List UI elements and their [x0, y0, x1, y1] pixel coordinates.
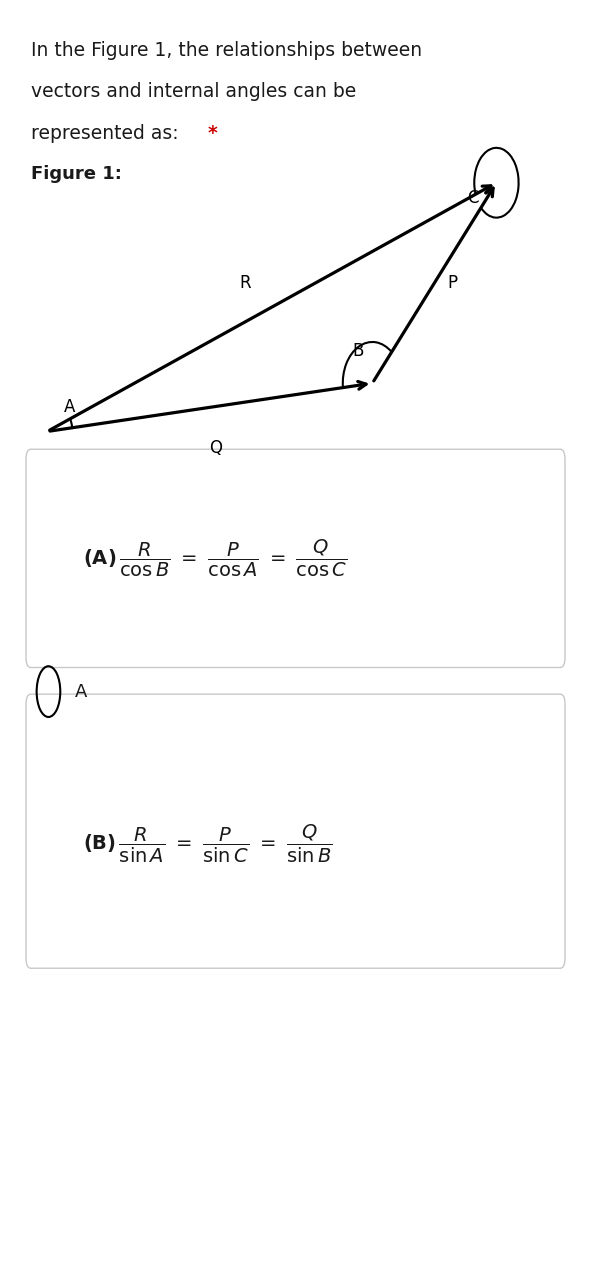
- Text: A: A: [75, 683, 87, 700]
- Text: A: A: [64, 398, 75, 416]
- Text: *: *: [208, 124, 217, 143]
- Text: $\mathbf{(A)}\,\dfrac{R}{\cos B}\ =\ \dfrac{P}{\cos A}\ =\ \dfrac{Q}{\cos C}$: $\mathbf{(A)}\,\dfrac{R}{\cos B}\ =\ \df…: [83, 538, 347, 579]
- Text: represented as:: represented as:: [31, 124, 184, 143]
- FancyBboxPatch shape: [26, 694, 565, 968]
- Text: $\mathbf{(B)}\,\dfrac{R}{\sin A}\ =\ \dfrac{P}{\sin C}\ =\ \dfrac{Q}{\sin B}$: $\mathbf{(B)}\,\dfrac{R}{\sin A}\ =\ \df…: [83, 822, 332, 865]
- Text: Figure 1:: Figure 1:: [31, 165, 122, 183]
- Text: vectors and internal angles can be: vectors and internal angles can be: [31, 82, 356, 102]
- Text: Q: Q: [209, 439, 222, 457]
- Text: B: B: [352, 343, 363, 360]
- Text: P: P: [447, 274, 457, 292]
- FancyBboxPatch shape: [26, 449, 565, 667]
- Text: R: R: [239, 274, 251, 292]
- Text: In the Figure 1, the relationships between: In the Figure 1, the relationships betwe…: [31, 41, 422, 60]
- Text: C: C: [467, 189, 479, 207]
